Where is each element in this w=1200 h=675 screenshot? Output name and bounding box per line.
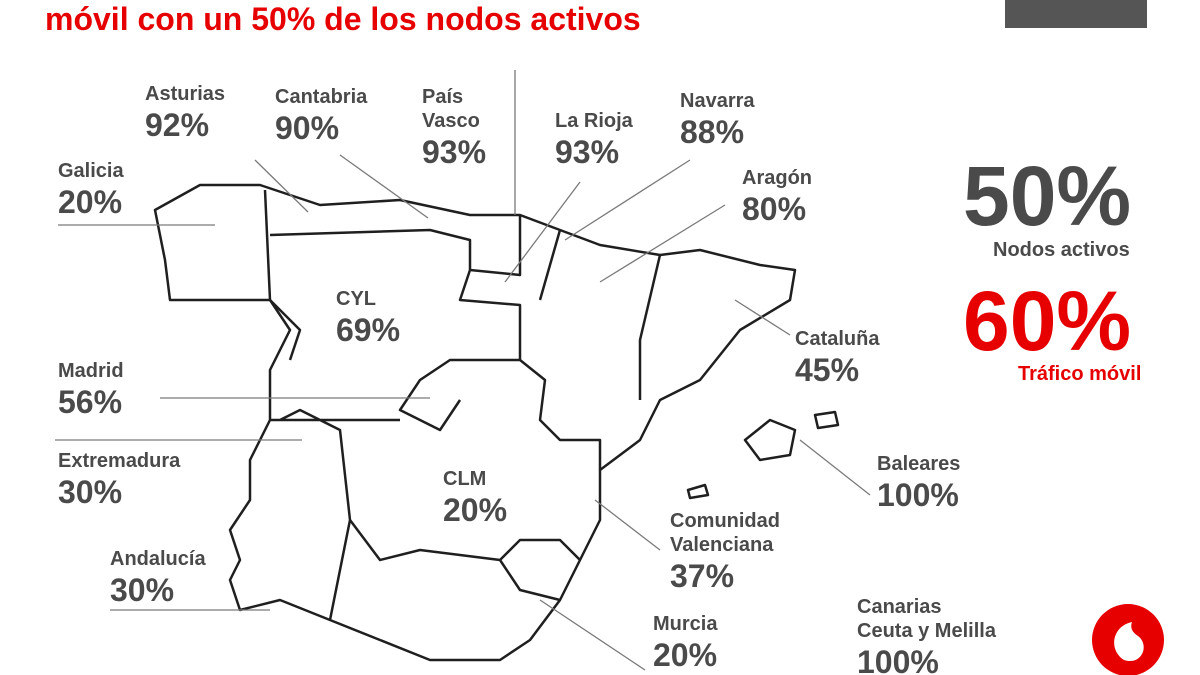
region-value: 45% [795,352,859,388]
region-value: 88% [680,114,744,150]
region-name: Ceuta y Melilla [857,620,997,642]
region-name: Valenciana [670,534,774,556]
region-value: 20% [58,184,122,220]
traffic-value: 60% [963,274,1131,368]
leader-line [504,181,581,283]
region-name: Baleares [877,453,960,475]
traffic-label: Tráfico móvil [1018,363,1141,385]
region-name: Vasco [422,110,480,132]
region-value: 30% [110,572,174,608]
header-badge [1005,0,1147,28]
leader-line [599,204,726,283]
region-value: 90% [275,110,339,146]
region-value: 69% [336,312,400,348]
region-name: Extremadura [58,450,181,472]
nodes-value: 50% [963,149,1131,243]
region-name: Asturias [145,83,225,105]
region-name: País [422,86,463,108]
leader-line [799,439,871,496]
region-value: 100% [857,644,939,675]
leader-line [539,599,646,671]
region-value: 92% [145,107,209,143]
region-value: 56% [58,384,122,420]
leader-line [564,159,691,241]
leader-line [339,154,429,219]
region-value: 20% [653,637,717,673]
region-name: CYL [336,288,376,310]
map [153,183,840,662]
region-borders [263,189,662,621]
region-name: Cataluña [795,328,880,350]
leader-line [254,159,309,213]
region-name: Canarias [857,596,942,618]
region-name: La Rioja [555,110,634,132]
region-name: Madrid [58,360,124,382]
region-name: Aragón [742,167,812,189]
region-name: Galicia [58,160,124,182]
region-value: 93% [422,134,486,170]
region-name: Navarra [680,90,755,112]
region-value: 100% [877,477,959,513]
region-value: 93% [555,134,619,170]
leader-line [594,499,661,551]
map-outline [153,183,797,662]
region-name: CLM [443,468,486,490]
region-name: Comunidad [670,510,780,532]
nodes-label: Nodos activos [993,239,1130,261]
region-name: Andalucía [110,548,206,570]
region-value: 20% [443,492,507,528]
region-value: 37% [670,558,734,594]
logo [1092,604,1164,675]
region-value: 30% [58,474,122,510]
region-name: Cantabria [275,86,368,108]
balearic-islands [686,410,840,500]
title: móvil con un 50% de los nodos activos [45,1,641,37]
leader-line [734,299,791,336]
region-name: Murcia [653,613,718,635]
region-value: 80% [742,191,806,227]
